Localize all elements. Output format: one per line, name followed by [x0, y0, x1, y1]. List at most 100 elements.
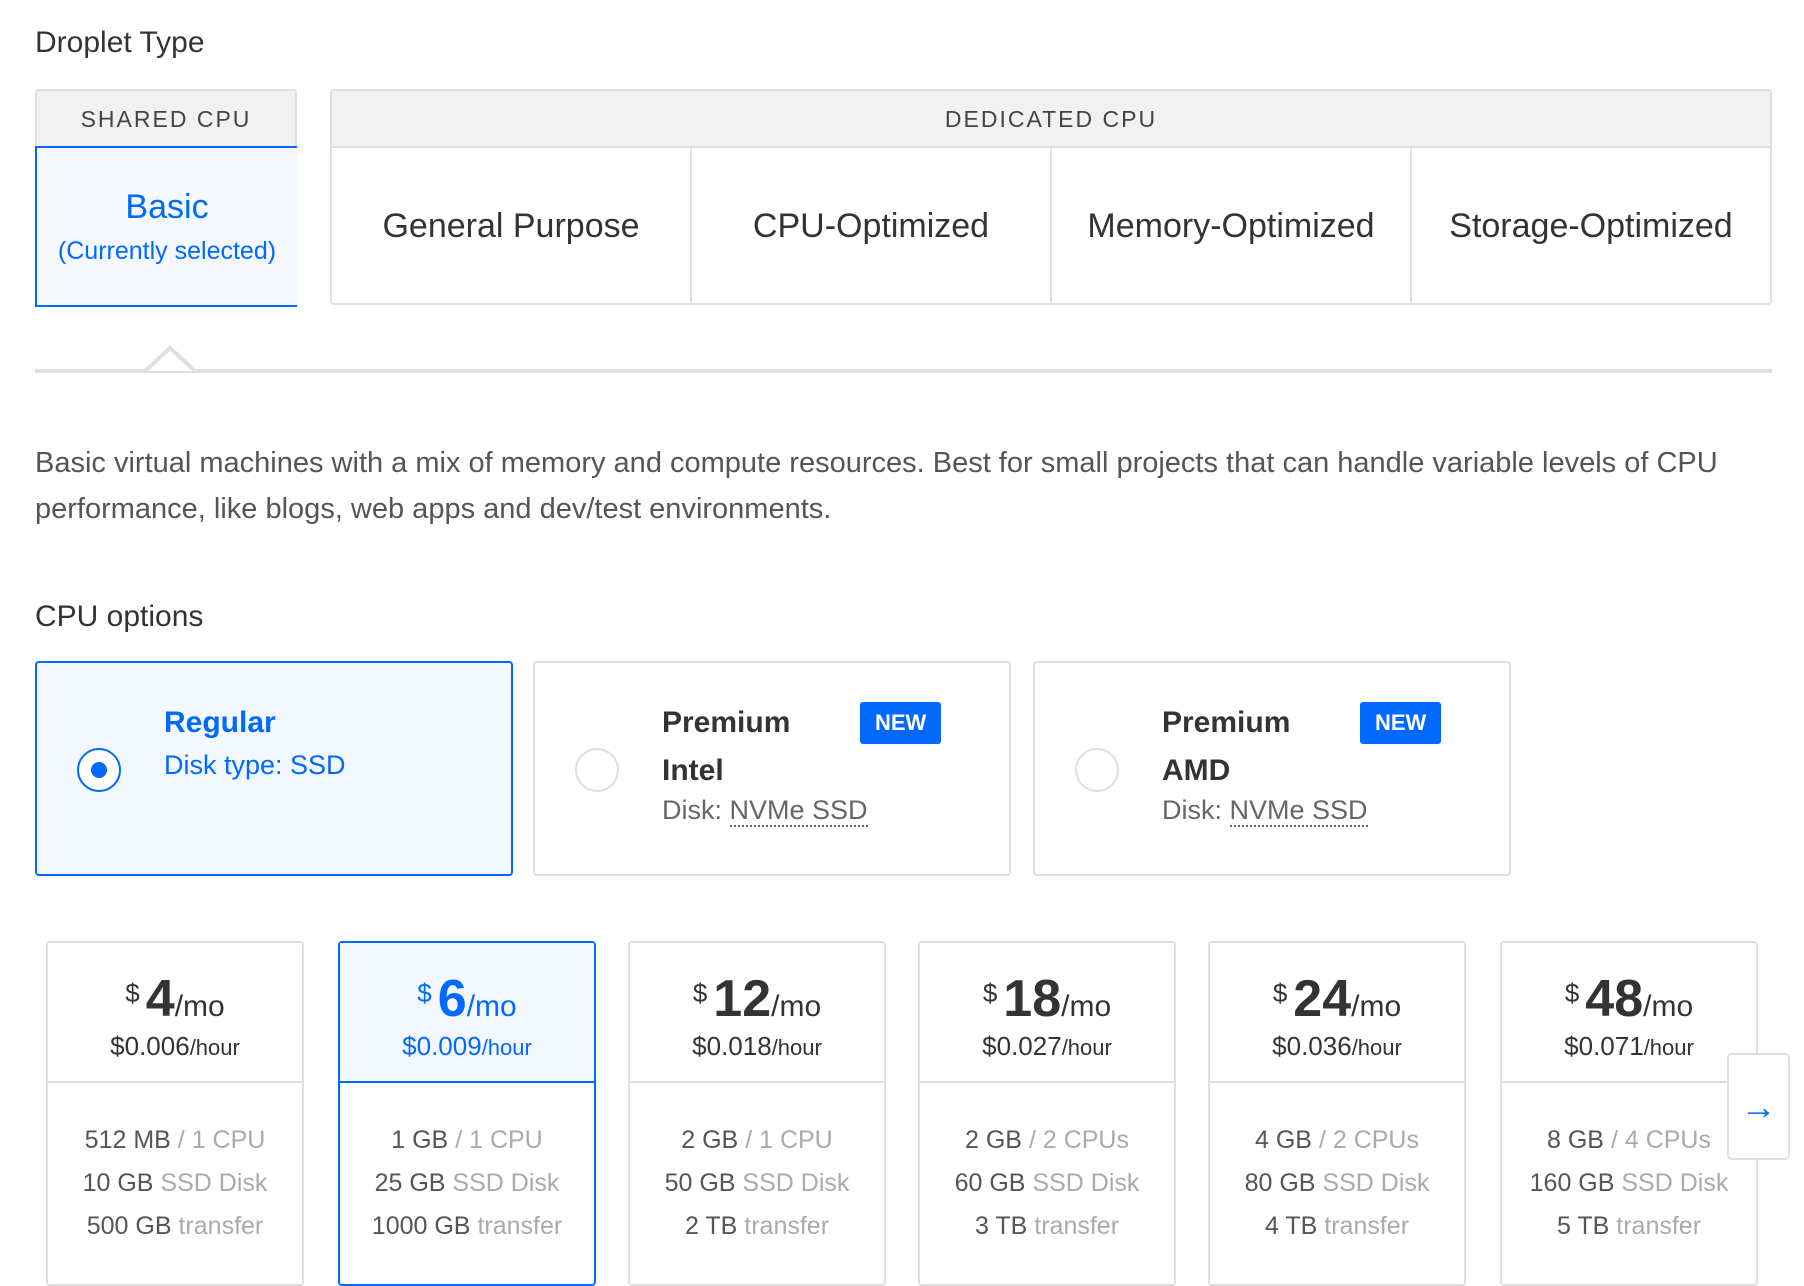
radio-unselected-icon[interactable] — [575, 748, 619, 792]
tab-storage-optimized[interactable]: Storage-Optimized — [1449, 207, 1733, 245]
radio-selected-icon[interactable] — [77, 748, 121, 792]
hourly-price: $0.027 — [982, 1031, 1062, 1061]
tab-memory-optimized[interactable]: Memory-Optimized — [1052, 148, 1412, 305]
cpu-count: / 2 CPUs — [1028, 1126, 1129, 1154]
memory: 512 MB — [84, 1126, 171, 1154]
monthly-price: 6 — [437, 970, 467, 1028]
transfer-size: 5 TB — [1556, 1212, 1610, 1240]
plan-card[interactable]: $24/mo $0.036/hour 4 GB / 2 CPUs 80 GB S… — [1208, 941, 1466, 1286]
per-month: /mo — [1061, 990, 1112, 1023]
memory: 1 GB — [391, 1126, 449, 1154]
plan-specs: 4 GB / 2 CPUs 80 GB SSD Disk 4 TB transf… — [1210, 1083, 1464, 1248]
transfer-label: transfer — [1034, 1212, 1120, 1240]
selection-divider — [35, 369, 1772, 373]
per-month: /mo — [174, 990, 225, 1023]
disk-label: SSD Disk — [742, 1169, 850, 1197]
shared-cpu-group: SHARED CPU Basic (Currently selected) — [35, 89, 297, 307]
memory: 2 GB — [965, 1126, 1022, 1154]
new-badge: NEW — [860, 702, 942, 744]
plan-price: $4/mo $0.006/hour — [48, 943, 302, 1083]
option-disk: Disk type: SSD — [164, 750, 346, 780]
option-name-line1: Premium — [1162, 706, 1291, 739]
arrow-right-icon: → — [1740, 1085, 1777, 1127]
disk-label: SSD Disk — [1032, 1169, 1140, 1197]
monthly-price: 12 — [713, 970, 772, 1028]
next-plans-button[interactable]: → — [1727, 1053, 1790, 1160]
currency: $ — [982, 978, 998, 1008]
monthly-price: 24 — [1293, 970, 1352, 1028]
transfer-size: 1000 GB — [371, 1212, 471, 1240]
transfer-label: transfer — [1616, 1212, 1702, 1240]
monthly-price: 4 — [145, 970, 175, 1028]
per-hour: /hour — [1061, 1035, 1112, 1060]
tab-basic[interactable]: Basic (Currently selected) — [35, 146, 297, 307]
new-badge: NEW — [1360, 702, 1442, 744]
hourly-price: $0.036 — [1272, 1031, 1352, 1061]
cpu-count: / 1 CPU — [455, 1126, 543, 1154]
memory: 2 GB — [681, 1126, 739, 1154]
disk-type-tooltip[interactable]: NVMe SSD — [1229, 795, 1368, 827]
transfer-size: 2 TB — [684, 1212, 738, 1240]
per-hour: /hour — [189, 1035, 240, 1060]
transfer-size: 3 TB — [974, 1212, 1028, 1240]
plan-specs: 2 GB / 1 CPU 50 GB SSD Disk 2 TB transfe… — [630, 1083, 884, 1248]
currency: $ — [125, 978, 140, 1008]
selection-pointer-icon — [145, 345, 195, 373]
currency: $ — [417, 978, 432, 1008]
hourly-price: $0.018 — [692, 1031, 772, 1061]
cpu-count: / 1 CPU — [177, 1126, 266, 1154]
plan-price: $12/mo $0.018/hour — [630, 943, 884, 1083]
tab-cpu-optimized[interactable]: CPU-Optimized — [692, 148, 1052, 305]
plan-specs: 8 GB / 4 CPUs 160 GB SSD Disk 5 TB trans… — [1502, 1083, 1756, 1248]
dedicated-cpu-group: DEDICATED CPU General Purpose CPU-Optimi… — [330, 89, 1772, 305]
cpu-option-premium-amd[interactable]: Premium AMD NEW Disk: NVMe SSD — [1033, 661, 1511, 876]
disk-size: 60 GB — [954, 1169, 1026, 1197]
per-month: /mo — [1643, 990, 1694, 1023]
cpu-option-premium-intel[interactable]: Premium Intel NEW Disk: NVMe SSD — [533, 661, 1011, 876]
transfer-size: 4 TB — [1264, 1212, 1318, 1240]
per-month: /mo — [1351, 990, 1402, 1023]
option-name-line1: Premium — [662, 706, 791, 739]
plan-price: $48/mo $0.071/hour — [1502, 943, 1756, 1083]
disk-size: 160 GB — [1529, 1169, 1615, 1197]
transfer-size: 500 GB — [86, 1212, 172, 1240]
per-hour: /hour — [771, 1035, 822, 1060]
per-month: /mo — [771, 990, 822, 1023]
disk-label: SSD Disk — [1322, 1169, 1430, 1197]
cpu-option-regular[interactable]: Regular Disk type: SSD — [35, 661, 513, 876]
disk-label: SSD Disk — [160, 1169, 268, 1197]
cpu-options-title: CPU options — [35, 600, 204, 633]
plan-card[interactable]: $18/mo $0.027/hour 2 GB / 2 CPUs 60 GB S… — [918, 941, 1176, 1286]
disk-prefix: Disk: — [1162, 795, 1222, 825]
transfer-label: transfer — [744, 1212, 830, 1240]
tab-general-purpose[interactable]: General Purpose — [332, 148, 692, 305]
memory: 8 GB — [1547, 1126, 1604, 1154]
droplet-type-title: Droplet Type — [35, 26, 205, 59]
currency: $ — [1272, 978, 1288, 1008]
disk-size: 10 GB — [82, 1169, 154, 1197]
plan-card[interactable]: $48/mo $0.071/hour 8 GB / 4 CPUs 160 GB … — [1500, 941, 1758, 1286]
option-name-line2: AMD — [1162, 754, 1231, 787]
transfer-label: transfer — [477, 1212, 563, 1240]
plan-card[interactable]: $12/mo $0.018/hour 2 GB / 1 CPU 50 GB SS… — [628, 941, 886, 1286]
plan-card[interactable]: $4/mo $0.006/hour 512 MB / 1 CPU 10 GB S… — [46, 941, 304, 1286]
shared-cpu-header: SHARED CPU — [37, 91, 295, 148]
plan-card[interactable]: $6/mo $0.009/hour 1 GB / 1 CPU 25 GB SSD… — [338, 941, 596, 1286]
transfer-label: transfer — [1324, 1212, 1410, 1240]
disk-prefix: Disk: — [662, 795, 722, 825]
disk-size: 25 GB — [374, 1169, 446, 1197]
plan-specs: 1 GB / 1 CPU 25 GB SSD Disk 1000 GB tran… — [340, 1083, 594, 1248]
radio-unselected-icon[interactable] — [1075, 748, 1119, 792]
currency: $ — [1564, 978, 1580, 1008]
hourly-price: $0.071 — [1564, 1031, 1644, 1061]
disk-size: 50 GB — [664, 1169, 736, 1197]
per-month: /mo — [466, 990, 517, 1023]
monthly-price: 48 — [1585, 970, 1644, 1028]
droplet-description: Basic virtual machines with a mix of mem… — [35, 447, 1718, 525]
option-name-line2: Intel — [662, 754, 724, 787]
disk-type-tooltip[interactable]: NVMe SSD — [729, 795, 868, 827]
plan-specs: 512 MB / 1 CPU 10 GB SSD Disk 500 GB tra… — [48, 1083, 302, 1248]
option-name: Regular — [164, 706, 276, 739]
monthly-price: 18 — [1003, 970, 1062, 1028]
plan-price: $24/mo $0.036/hour — [1210, 943, 1464, 1083]
